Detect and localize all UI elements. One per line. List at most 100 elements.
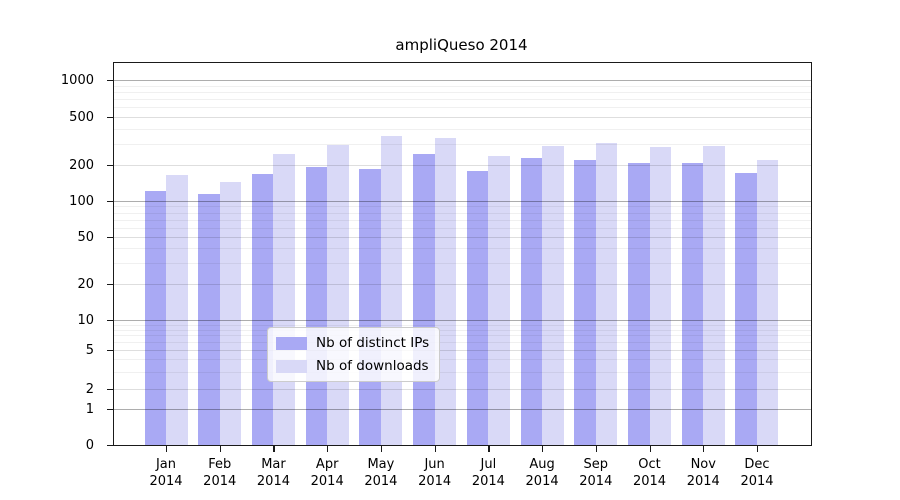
y-tick [107,117,113,119]
minor-gridline [114,324,811,326]
x-tick-year: 2014 [740,474,774,489]
chart-legend: Nb of distinct IPs Nb of downloads [267,327,441,382]
x-tick-year: 2014 [364,474,398,489]
y-tick [107,237,113,239]
bar-downloads-apr [327,145,349,445]
x-tick-label-feb: Feb 2014 [190,456,250,490]
x-tick-year: 2014 [579,474,613,489]
bar-distinct-ips-jan [144,191,166,445]
gridline [114,117,811,118]
x-tick-year: 2014 [149,474,183,489]
x-tick [542,446,544,452]
gridline [114,237,811,238]
bar-distinct-ips-jul [466,170,489,445]
bar-distinct-ips-apr [305,166,328,445]
x-tick-label-oct: Oct 2014 [620,456,680,490]
bar-distinct-ips-nov [681,163,704,445]
y-tick [107,80,113,82]
x-tick-label-jun: Jun 2014 [405,456,465,490]
gridline [114,165,811,166]
minor-gridline [114,227,811,229]
bar-downloads-sep [595,143,618,445]
x-tick [595,446,597,452]
y-tick-label-2: 2 [85,382,94,397]
x-tick-month: Jul [480,457,497,472]
x-tick-label-sep: Sep 2014 [566,456,626,490]
x-tick-label-apr: Apr 2014 [297,456,357,490]
bar-downloads-mar [273,154,295,445]
y-tick [107,165,113,167]
x-tick-month: Oct [638,457,661,472]
y-tick-label-500: 500 [69,110,94,125]
major-gridline [114,320,811,321]
y-tick [107,201,113,203]
minor-gridline [114,335,811,337]
y-tick [107,409,113,411]
x-tick [380,446,383,452]
minor-gridline [114,128,811,130]
x-tick-month: Sep [583,457,609,472]
y-tick-label-100: 100 [69,194,94,209]
x-tick [273,446,275,452]
minor-gridline [114,248,811,250]
x-tick [166,446,168,452]
y-tick-label-20: 20 [77,277,94,292]
bar-distinct-ips-aug [520,158,543,445]
chart-title: ampliQueso 2014 [395,36,528,54]
x-tick-month: Apr [315,457,339,472]
gridline [114,389,811,390]
y-tick-label-5: 5 [85,343,94,358]
bar-distinct-ips-sep [574,159,596,445]
bar-downloads-jan [166,175,188,445]
minor-gridline [114,91,811,93]
legend-label-distinct-ips: Nb of distinct IPs [316,335,430,351]
x-tick [756,446,759,452]
legend-swatch-downloads [276,359,307,373]
y-tick-label-1: 1 [85,402,94,417]
x-tick [434,446,436,452]
x-tick-year: 2014 [310,474,344,489]
major-gridline [114,409,811,410]
y-tick-label-10: 10 [77,313,94,328]
x-tick-month: Feb [208,457,232,472]
x-tick-month: Jun [424,457,445,472]
x-tick-year: 2014 [203,474,237,489]
major-gridline [114,201,811,202]
x-tick-year: 2014 [632,474,667,489]
minor-gridline [114,212,811,214]
minor-gridline [114,371,811,373]
bar-downloads-may [380,135,403,445]
x-tick-month: Jan [155,457,177,472]
x-tick [649,446,651,452]
x-tick-year: 2014 [256,474,290,489]
x-tick-year: 2014 [471,474,505,489]
legend-item-downloads: Nb of downloads [276,358,429,374]
bar-distinct-ips-oct [628,162,650,445]
x-tick-month: Mar [261,457,286,472]
minor-gridline [114,206,811,208]
minor-gridline [114,107,811,109]
legend-swatch-distinct-ips [276,336,307,350]
y-tick-label-200: 200 [69,158,94,173]
x-tick-month: Dec [744,457,770,472]
bar-distinct-ips-jun [413,154,435,445]
y-tick-label-0: 0 [85,438,94,453]
bar-distinct-ips-may [359,168,381,445]
x-tick [703,446,705,452]
x-tick-month: Nov [690,457,716,472]
bar-downloads-nov [703,146,725,445]
plot-area: Jan 2014 Feb 2014 Mar 2014 Apr 2014 May 2014 Jun 20… [61,62,812,489]
gridline [114,284,811,285]
bar-downloads-dec [756,160,779,445]
y-tick [107,350,113,352]
x-tick-label-jul: Jul 2014 [458,456,518,490]
x-tick-year: 2014 [686,474,720,489]
minor-gridline [114,342,811,344]
x-tick-year: 2014 [525,474,559,489]
x-tick-label-jan: Jan 2014 [136,456,196,490]
major-gridline [114,80,811,81]
x-tick-label-mar: Mar 2014 [243,456,303,490]
x-tick-label-nov: Nov 2014 [673,456,733,490]
x-tick-label-may: May 2014 [351,456,411,490]
